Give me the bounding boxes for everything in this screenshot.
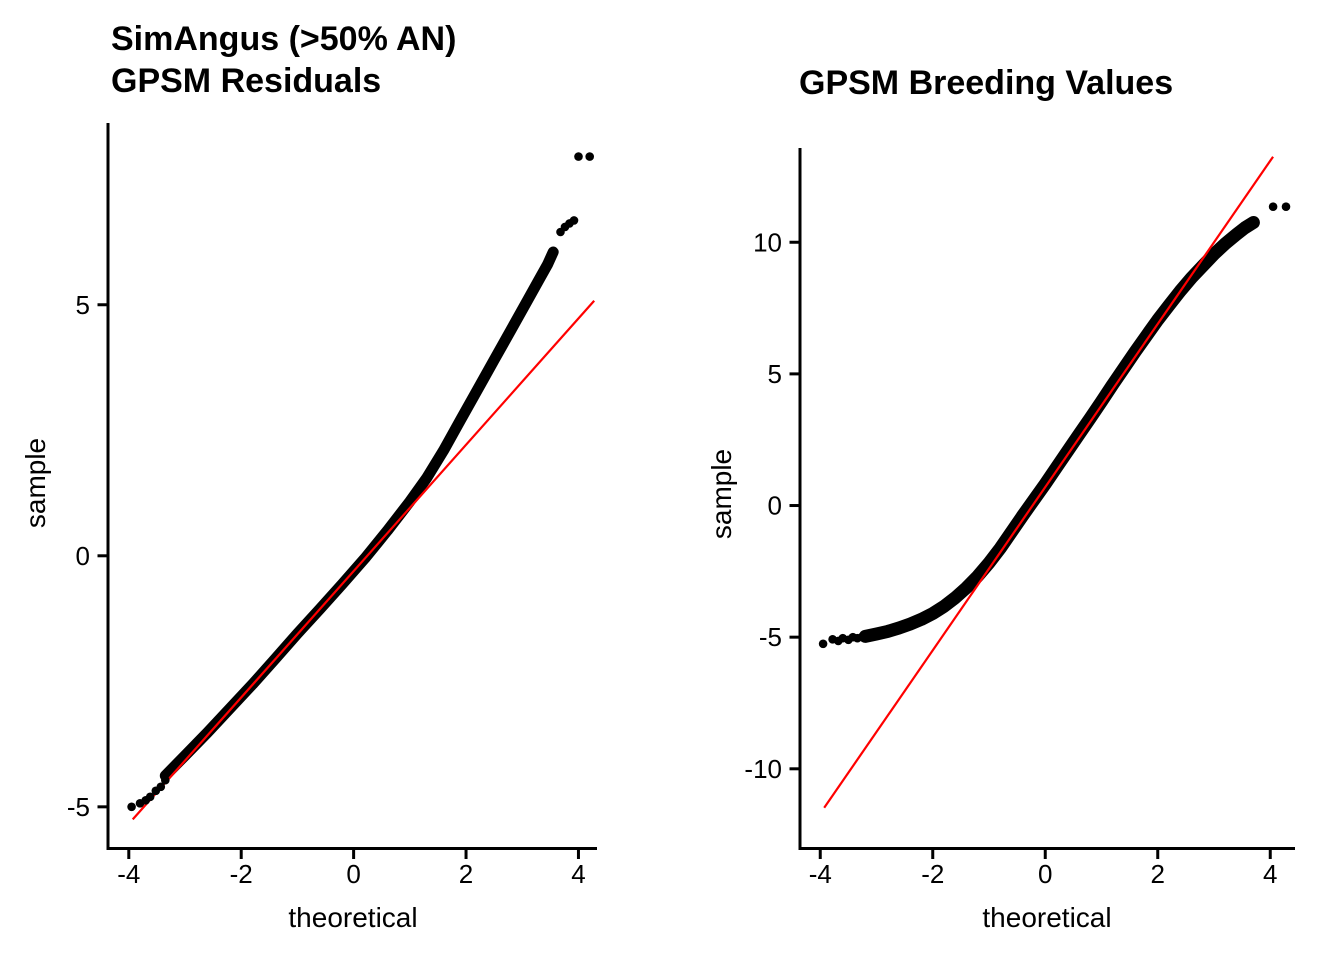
lower-tail-point <box>818 639 828 649</box>
left-y-axis-title: sample <box>20 437 51 529</box>
right-plot-title: GPSM Breeding Values <box>799 62 1173 104</box>
lower-tail-point <box>145 792 155 802</box>
x-tick-label: 2 <box>1151 859 1165 889</box>
lower-tail-point <box>127 802 136 812</box>
left-plot-title-line1: SimAngus (>50% AN) <box>111 20 457 58</box>
right-x-axis-title: theoretical <box>982 902 1112 933</box>
y-tick-label: -10 <box>744 754 782 784</box>
right-plot-title-line1: GPSM Breeding Values <box>799 64 1174 102</box>
lower-tail-point <box>156 782 166 792</box>
upper-tail-point <box>1249 218 1258 227</box>
x-tick-label: -2 <box>921 859 944 889</box>
outlier-point <box>1268 202 1278 211</box>
y-tick-label: -5 <box>759 622 782 652</box>
qq-point-band <box>858 216 1260 643</box>
x-tick-label: 0 <box>1038 859 1052 889</box>
x-tick-label: -2 <box>230 859 253 889</box>
left-qq-plot: -4 -2 0 2 4 -5 0 5 <box>67 123 597 889</box>
y-tick-label: 10 <box>753 227 782 257</box>
outlier-point <box>574 152 583 161</box>
upper-tail-point <box>569 216 579 225</box>
y-tick-label: -5 <box>67 792 90 822</box>
x-tick-label: 4 <box>571 859 585 889</box>
qq-point-band <box>159 246 559 782</box>
x-tick-label: -4 <box>117 859 140 889</box>
right-y-axis-title: sample <box>706 448 737 540</box>
left-x-axis-title: theoretical <box>288 902 418 933</box>
lower-tail-point <box>161 775 170 785</box>
x-tick-label: -4 <box>809 859 832 889</box>
outlier-point <box>1281 202 1291 211</box>
outlier-point <box>585 152 594 161</box>
left-plot-title: SimAngus (>50% AN) GPSM Residuals <box>111 18 456 102</box>
right-qq-plot: -4 -2 0 2 4 -10 -5 0 5 10 <box>744 148 1295 889</box>
y-tick-label: 5 <box>768 359 782 389</box>
y-tick-label: 5 <box>76 290 90 320</box>
x-tick-label: 0 <box>346 859 360 889</box>
y-tick-label: 0 <box>768 491 782 521</box>
x-tick-label: 4 <box>1263 859 1277 889</box>
lower-tail-point <box>857 632 867 642</box>
qq-reference-line <box>131 300 596 821</box>
y-tick-label: 0 <box>76 541 90 571</box>
qq-reference-line <box>823 156 1274 809</box>
x-tick-label: 2 <box>459 859 473 889</box>
left-plot-title-line2: GPSM Residuals <box>111 62 382 100</box>
